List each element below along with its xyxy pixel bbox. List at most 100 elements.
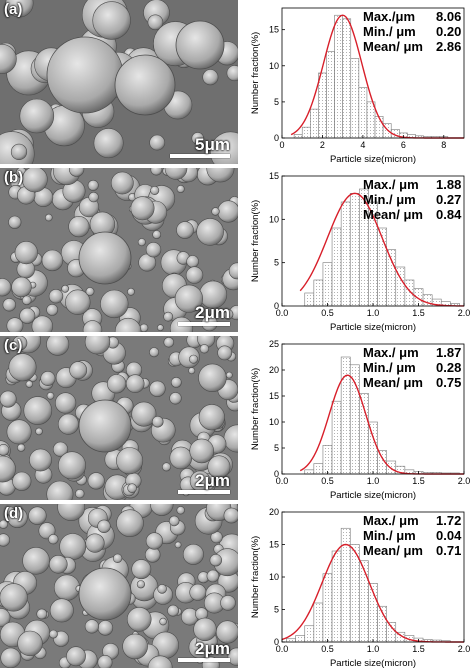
x-tick-label: 0.0	[276, 476, 289, 486]
histogram-bar	[304, 292, 315, 307]
histogram-bar	[377, 227, 387, 307]
histogram-bar	[366, 101, 376, 139]
scale-bar: 2μm	[178, 304, 230, 326]
y-tick-label: 0	[274, 301, 279, 311]
stat-label: Max./μm	[363, 9, 415, 24]
scale-bar: 5μm	[170, 136, 230, 158]
histogram-bar	[359, 393, 369, 475]
histogram-bar	[349, 193, 360, 307]
histogram-bar	[374, 116, 384, 139]
y-axis-label: Number fraction(%)	[250, 32, 261, 114]
histogram-bar	[322, 262, 333, 307]
stat-value: 0.28	[436, 360, 461, 375]
histogram-bar	[313, 279, 324, 307]
histogram-bar	[368, 421, 378, 475]
y-axis-label: Number fraction(%)	[250, 200, 261, 282]
x-tick-label: 1.0	[367, 644, 380, 654]
sem-micrograph: (c) 2μm	[0, 336, 238, 500]
y-tick-label: 0	[274, 469, 279, 479]
x-tick-label: 0.5	[321, 308, 334, 318]
stat-value: 0.71	[436, 543, 461, 558]
x-tick-label: 2.0	[458, 476, 471, 486]
x-tick-label: 1.5	[412, 644, 425, 654]
histogram-bar	[359, 560, 369, 643]
histogram-bar	[322, 445, 333, 475]
scale-bar-line	[178, 658, 230, 662]
y-axis-label: Number fraction(%)	[250, 368, 261, 450]
stat-value: 0.84	[436, 207, 462, 222]
y-tick-label: 15	[269, 25, 279, 35]
histogram-bar	[304, 469, 315, 475]
panel-3: (d) 2μm 0.0 0.5 1.0 1.5 2.0 0 5 10 15 20 Particle si…	[0, 504, 474, 671]
stat-label: Mean/ μm	[363, 375, 423, 390]
stat-label: Max./ μm	[363, 513, 419, 528]
sem-micrograph: (d) 2μm	[0, 504, 238, 668]
histogram-bar	[313, 463, 324, 475]
stat-label: Mean/ μm	[363, 543, 423, 558]
x-tick-label: 1.0	[367, 308, 380, 318]
stat-label: Mean/ μm	[363, 207, 423, 222]
x-tick-label: 1.0	[367, 476, 380, 486]
x-tick-label: 2.0	[458, 308, 471, 318]
x-tick-label: 2.0	[458, 644, 471, 654]
scale-bar-label: 2μm	[195, 303, 230, 322]
stat-value: 1.72	[436, 513, 461, 528]
x-tick-label: 4	[360, 140, 365, 150]
histogram-bar	[331, 227, 342, 307]
x-tick-label: 0	[279, 140, 284, 150]
stat-label: Min./ μm	[363, 192, 416, 207]
histogram-chart: 0.0 0.5 1.0 1.5 2.0 0 5 10 15 Particle size(micro…	[250, 171, 471, 333]
sem-micrograph: (b) 2μm	[0, 168, 238, 332]
y-axis-label: Number fraction(%)	[250, 536, 261, 618]
stat-value: 8.06	[436, 9, 461, 24]
panel-0: (a) 5μm 0 2 4 6 8 0 5 10 15 Particle size(micron) Nu…	[0, 0, 474, 167]
histogram-bar	[404, 279, 415, 307]
histogram-bar	[331, 400, 342, 475]
x-axis-label: Particle size(micron)	[330, 490, 416, 501]
x-axis-label: Particle size(micron)	[330, 322, 416, 333]
histogram-bar	[331, 550, 342, 643]
sem-micrograph: (a) 5μm	[0, 0, 238, 164]
stat-label: Max./ μm	[363, 345, 419, 360]
stat-value: 1.88	[436, 177, 461, 192]
y-tick-label: 20	[269, 365, 279, 375]
stat-value: 1.87	[436, 345, 461, 360]
x-tick-label: 1.5	[412, 308, 425, 318]
sem-particles-image	[0, 336, 238, 500]
y-tick-label: 5	[274, 97, 279, 107]
stat-value: 0.04	[436, 528, 462, 543]
stat-value: 2.86	[436, 39, 461, 54]
histogram-bar	[322, 573, 333, 643]
y-tick-label: 15	[269, 171, 279, 181]
histogram-bar	[318, 72, 327, 139]
histogram-bar	[293, 134, 303, 139]
panel-1: (b) 2μm 0.0 0.5 1.0 1.5 2.0 0 5 10 15 Particle size…	[0, 168, 474, 335]
gaussian-fit-curve	[299, 192, 465, 307]
x-tick-label: 0.0	[276, 308, 289, 318]
histogram-bar	[304, 625, 315, 643]
scale-bar-label: 2μm	[195, 639, 230, 658]
histogram-bar	[334, 14, 343, 139]
x-axis-label: Particle size(micron)	[330, 154, 416, 165]
y-tick-label: 5	[274, 605, 279, 615]
histogram-bar	[340, 201, 351, 307]
histogram-bar	[342, 18, 352, 139]
scale-bar-line	[178, 322, 230, 326]
y-tick-label: 15	[269, 540, 279, 550]
scale-bar: 2μm	[178, 472, 230, 494]
scale-bar: 2μm	[178, 640, 230, 662]
stat-label: Mean/ μm	[363, 39, 423, 54]
histogram-bar	[326, 51, 335, 139]
histogram-bar	[286, 638, 296, 643]
histogram-bar	[386, 622, 397, 643]
histogram-bar	[301, 126, 311, 139]
sem-particles-image	[0, 168, 238, 332]
x-axis-label: Particle size(micron)	[330, 658, 416, 669]
scale-bar-label: 5μm	[195, 135, 230, 154]
x-tick-label: 2	[320, 140, 325, 150]
panel-label: (b)	[4, 169, 24, 186]
y-tick-label: 5	[274, 258, 279, 268]
panel-label: (a)	[4, 1, 23, 18]
plot-frame	[281, 7, 465, 139]
y-tick-label: 25	[269, 339, 279, 349]
